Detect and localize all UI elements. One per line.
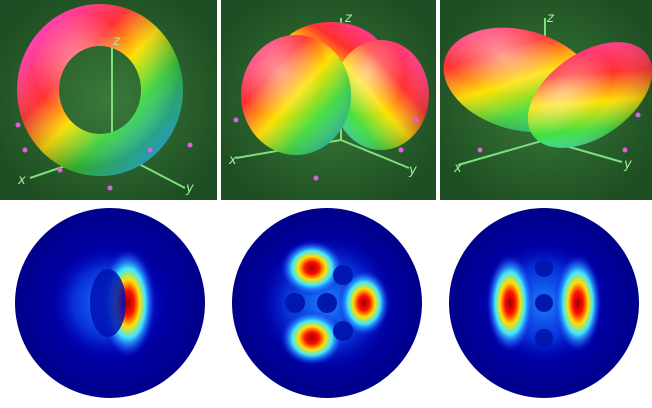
x-label: x: [17, 173, 26, 188]
panel-2: z x y: [221, 0, 436, 200]
z-label: z: [112, 34, 121, 49]
x-label: x: [453, 161, 462, 176]
z-label: z: [344, 11, 353, 26]
density-map-1: [15, 208, 205, 398]
y-label: y: [408, 163, 417, 178]
density-map-3: [449, 208, 639, 398]
y-label: y: [623, 157, 632, 172]
y-label: y: [185, 181, 194, 196]
z-label: z: [546, 11, 555, 26]
x-label: x: [228, 153, 237, 168]
density-map-2: [232, 208, 422, 398]
panel-3: z x y: [440, 0, 652, 200]
panel-1: z x y: [0, 0, 217, 200]
